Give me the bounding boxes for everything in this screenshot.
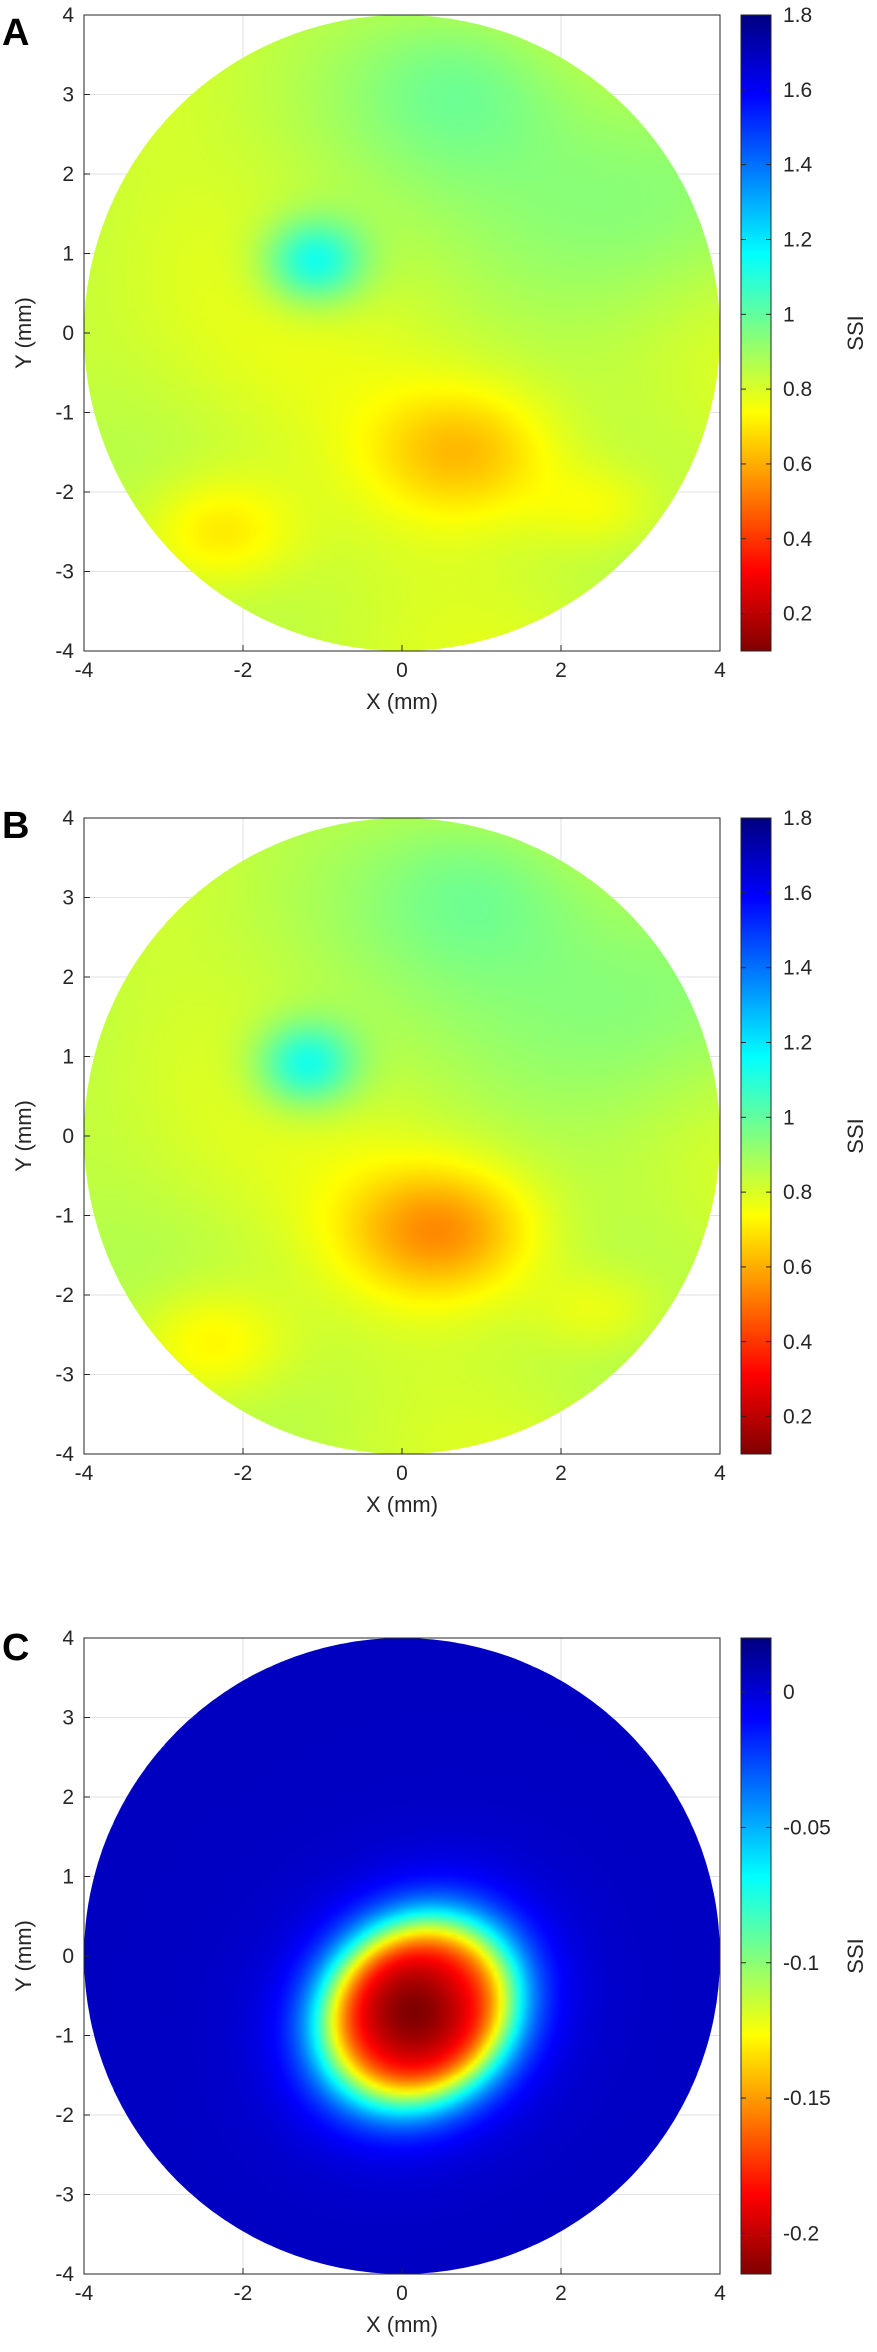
x-axis-label: X (mm) bbox=[366, 2312, 438, 2337]
colorbar-tick-label: 0 bbox=[783, 1681, 795, 1704]
colorbar-tick-label: 0.6 bbox=[783, 1256, 812, 1279]
y-tick-label: 1 bbox=[62, 1046, 74, 1069]
x-axis-label: X (mm) bbox=[366, 1492, 438, 1517]
colorbar-tick-label: 0.8 bbox=[783, 378, 812, 401]
x-tick-label: 2 bbox=[555, 659, 567, 682]
colorbar: 0.2 0.4 0.6 0.8 1 1.2 1.4 1.6 1.8 SSI bbox=[740, 4, 868, 652]
colorbar-label: SSI bbox=[843, 1118, 868, 1153]
colorbar-tick-label: 0.2 bbox=[783, 1406, 812, 1429]
y-tick-label: -3 bbox=[55, 1364, 74, 1387]
x-tick-label: 0 bbox=[396, 659, 408, 682]
colorbar-tick-label: 1.8 bbox=[783, 4, 812, 27]
x-axis-label: X (mm) bbox=[366, 689, 438, 714]
y-tick-label: -4 bbox=[55, 1443, 74, 1466]
colorbar-tick-label: 1.2 bbox=[783, 1031, 812, 1054]
colorbar-scale bbox=[740, 1637, 772, 2275]
x-tick-label: -2 bbox=[234, 659, 253, 682]
colorbar-tick-label: 0.4 bbox=[783, 528, 813, 551]
colorbar-label: SSI bbox=[843, 1938, 868, 1973]
y-axis-label: Y (mm) bbox=[11, 1920, 36, 1992]
y-tick-label: -3 bbox=[55, 2184, 74, 2207]
x-tick-label: 2 bbox=[555, 1462, 567, 1485]
y-tick-label: -1 bbox=[55, 2025, 74, 2048]
x-tick-label: 0 bbox=[396, 2282, 408, 2305]
y-tick-label: -1 bbox=[55, 402, 74, 425]
heatmap-image bbox=[84, 818, 720, 1454]
colorbar-tick-label: -0.05 bbox=[783, 1816, 831, 1839]
colorbar-tick-label: 1.4 bbox=[783, 957, 813, 980]
colorbar-tick-label: 1.8 bbox=[783, 807, 812, 830]
x-tick-label: 4 bbox=[714, 1462, 726, 1485]
y-tick-label: 2 bbox=[62, 1786, 74, 1809]
y-tick-label: 4 bbox=[62, 1627, 74, 1650]
x-tick-label: 4 bbox=[714, 659, 726, 682]
colorbar-tick-label: 1.6 bbox=[783, 882, 812, 905]
colorbar-tick-label: 0.8 bbox=[783, 1181, 812, 1204]
colorbar-tick-label: 0.2 bbox=[783, 603, 812, 626]
x-tick-label: -4 bbox=[75, 1462, 94, 1485]
colorbar-tick-label: -0.2 bbox=[783, 2222, 819, 2245]
y-tick-label: 1 bbox=[62, 243, 74, 266]
y-tick-label: -1 bbox=[55, 1205, 74, 1228]
y-tick-label: 1 bbox=[62, 1866, 74, 1889]
y-tick-label: 4 bbox=[62, 807, 74, 830]
heatmap-image bbox=[84, 15, 720, 651]
colorbar-tick-label: 1.4 bbox=[783, 154, 813, 177]
x-tick-label: -4 bbox=[75, 2282, 94, 2305]
colorbar-tick-label: -0.15 bbox=[783, 2087, 831, 2110]
x-tick-label: -2 bbox=[234, 1462, 253, 1485]
colorbar-tick-label: 0.4 bbox=[783, 1331, 813, 1354]
panel-label: B bbox=[2, 805, 29, 847]
y-tick-label: -2 bbox=[55, 1284, 74, 1307]
y-tick-label: 2 bbox=[62, 966, 74, 989]
x-tick-label: -4 bbox=[75, 659, 94, 682]
colorbar-tick-label: 1 bbox=[783, 303, 795, 326]
y-tick-label: 3 bbox=[62, 1707, 74, 1730]
x-tick-label: 4 bbox=[714, 2282, 726, 2305]
y-tick-label: -2 bbox=[55, 481, 74, 504]
colorbar-tick-label: 1.2 bbox=[783, 228, 812, 251]
y-tick-label: 0 bbox=[62, 322, 74, 345]
y-tick-label: 0 bbox=[62, 1125, 74, 1148]
x-tick-label: 2 bbox=[555, 2282, 567, 2305]
y-tick-label: 3 bbox=[62, 887, 74, 910]
y-tick-label: 2 bbox=[62, 163, 74, 186]
colorbar: 0.2 0.4 0.6 0.8 1 1.2 1.4 1.6 1.8 SSI bbox=[740, 807, 868, 1455]
y-tick-label: 4 bbox=[62, 4, 74, 27]
colorbar-label: SSI bbox=[843, 315, 868, 350]
colorbar: -0.2 -0.15 -0.1 -0.05 0 SSI bbox=[740, 1637, 868, 2275]
x-tick-label: 0 bbox=[396, 1462, 408, 1485]
y-tick-label: -2 bbox=[55, 2104, 74, 2127]
y-tick-label: -4 bbox=[55, 640, 74, 663]
colorbar-scale bbox=[740, 817, 772, 1455]
colorbar-tick-label: 0.6 bbox=[783, 453, 812, 476]
colorbar-tick-label: 1.6 bbox=[783, 79, 812, 102]
colorbar-scale bbox=[740, 14, 772, 652]
colorbar-tick-label: -0.1 bbox=[783, 1952, 819, 1975]
y-axis-label: Y (mm) bbox=[11, 297, 36, 369]
y-tick-label: -3 bbox=[55, 561, 74, 584]
panel-label: C bbox=[2, 1627, 29, 1669]
y-axis-label: Y (mm) bbox=[11, 1100, 36, 1172]
x-tick-label: -2 bbox=[234, 2282, 253, 2305]
panel-label: A bbox=[2, 12, 29, 54]
colorbar-tick-label: 1 bbox=[783, 1106, 795, 1129]
y-tick-label: 3 bbox=[62, 84, 74, 107]
y-tick-label: -4 bbox=[55, 2263, 74, 2286]
y-tick-label: 0 bbox=[62, 1945, 74, 1968]
heatmap-image bbox=[84, 1638, 720, 2274]
